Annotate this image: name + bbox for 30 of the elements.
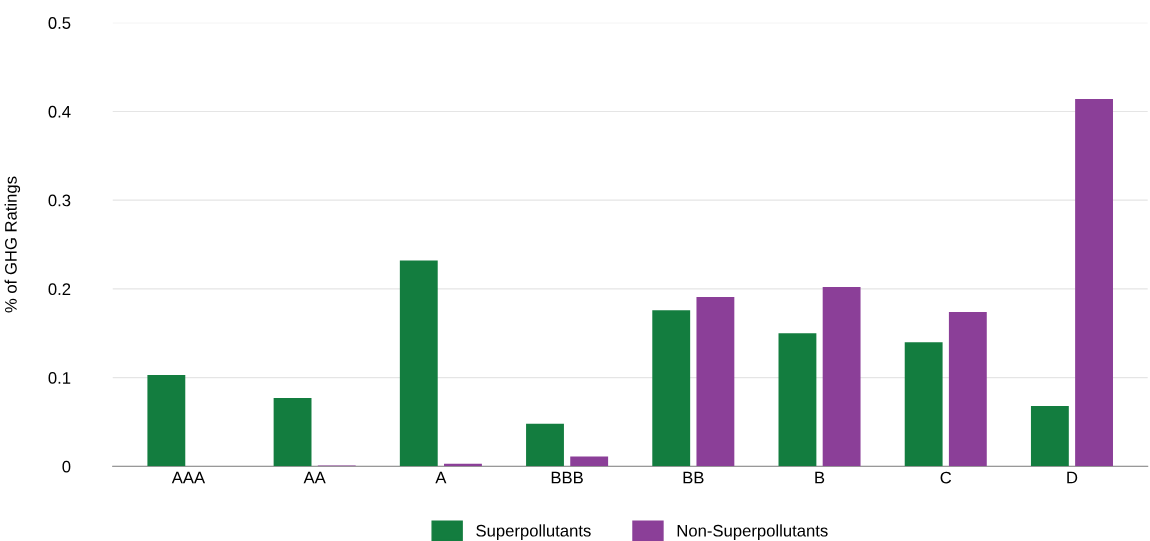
x-tick-label: B	[815, 471, 825, 484]
bar	[696, 296, 735, 467]
bar	[652, 310, 691, 467]
bar	[904, 342, 943, 467]
y-tick-label: 0.1	[48, 372, 71, 384]
bar	[822, 287, 861, 467]
bar	[948, 311, 987, 467]
bar	[526, 423, 564, 467]
legend-label: Superpollutants	[476, 524, 591, 540]
x-tick-label: D	[1067, 471, 1078, 484]
x-tick-label: C	[940, 471, 952, 484]
bar	[570, 456, 609, 467]
y-tick-label: 0.3	[48, 194, 71, 207]
bar	[778, 333, 817, 467]
bar	[1075, 99, 1113, 467]
x-tick-label: BBB	[551, 471, 583, 484]
y-tick-label: 0.2	[48, 283, 71, 296]
y-axis-title: % of GHG Ratings	[4, 176, 21, 313]
bar	[273, 398, 312, 467]
x-tick-label: AAA	[171, 471, 206, 484]
y-tick-label: 0.5	[48, 17, 71, 29]
bar	[399, 260, 438, 467]
y-tick-label: 0	[62, 460, 71, 473]
legend-label: Non-Superpollutants	[677, 524, 828, 540]
bar	[147, 374, 186, 467]
y-tick-label: 0.4	[48, 105, 71, 118]
x-tick-label: AA	[303, 471, 326, 484]
x-tick-label: BB	[683, 471, 704, 484]
bar	[1030, 406, 1069, 467]
x-tick-label: A	[435, 471, 447, 484]
